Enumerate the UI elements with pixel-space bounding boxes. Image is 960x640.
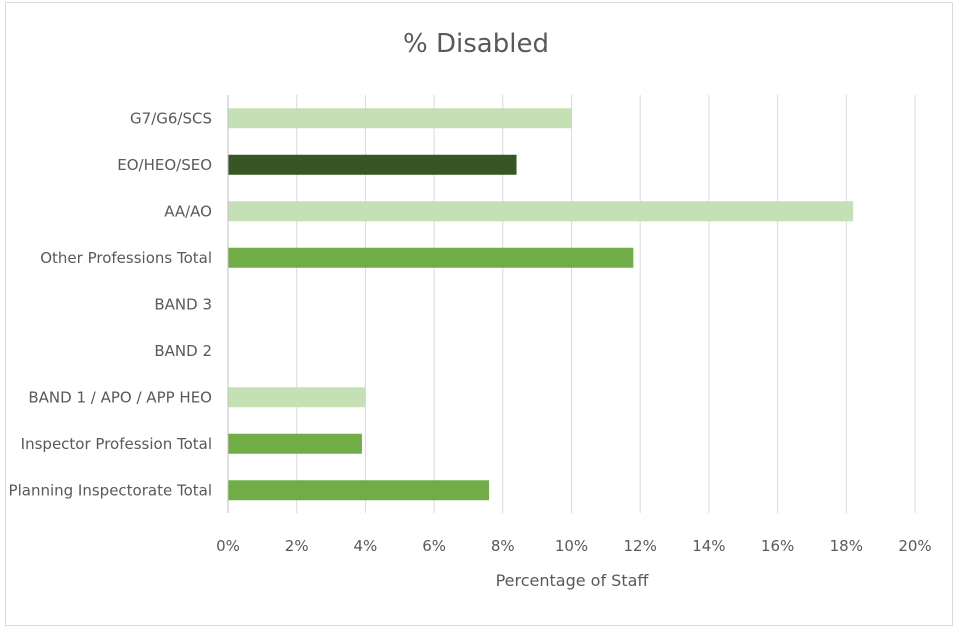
x-tick-label: 6% [422, 537, 446, 555]
x-tick-label: 14% [692, 537, 725, 555]
x-tick-label: 18% [830, 537, 863, 555]
x-axis-title: Percentage of Staff [496, 571, 650, 590]
chart-title: % Disabled [403, 29, 549, 59]
disabled-staff-bar-chart: % Disabled G7/G6/SCS EO/HEO/SEO AA/AO Other… [9, 29, 932, 590]
bar [228, 433, 362, 454]
category-label: BAND 2 [154, 342, 212, 360]
bar [228, 480, 490, 501]
category-label: BAND 1 / APO / APP HEO [28, 388, 212, 406]
bars [228, 108, 854, 501]
category-label: AA/AO [164, 202, 212, 220]
category-label: EO/HEO/SEO [117, 156, 212, 174]
x-tick-label: 8% [491, 537, 515, 555]
category-label: Other Professions Total [40, 249, 212, 267]
x-tick-labels: 0% 2% 4% 6% 8% 10% 12% 14% 16% 18% 20% [216, 537, 932, 555]
x-tick-label: 0% [216, 537, 240, 555]
x-tick-label: 2% [285, 537, 309, 555]
category-label: Planning Inspectorate Total [9, 481, 212, 499]
x-tick-label: 10% [555, 537, 588, 555]
x-tick-label: 20% [898, 537, 931, 555]
x-tick-label: 16% [761, 537, 794, 555]
chart-frame: % Disabled G7/G6/SCS EO/HEO/SEO AA/AO Other… [5, 2, 953, 626]
category-label: G7/G6/SCS [130, 109, 212, 127]
bar [228, 154, 517, 175]
x-tick-label: 4% [354, 537, 378, 555]
category-label: Inspector Profession Total [21, 435, 212, 453]
bar [228, 247, 634, 268]
bar [228, 387, 366, 408]
category-label: BAND 3 [154, 295, 212, 313]
bar [228, 201, 854, 222]
bar [228, 108, 572, 129]
category-labels: G7/G6/SCS EO/HEO/SEO AA/AO Other Profession… [9, 109, 212, 499]
x-tick-label: 12% [624, 537, 657, 555]
